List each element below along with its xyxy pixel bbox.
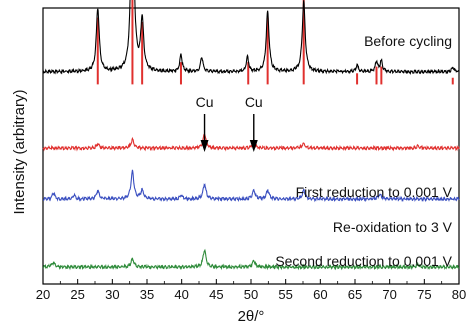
x-tick-label: 40: [174, 287, 188, 302]
series-label: Re-oxidation to 3 V: [333, 219, 453, 235]
series-line: [42, 133, 460, 152]
x-tick-label: 30: [105, 287, 119, 302]
series-group: [42, 0, 460, 271]
annotation-label: Cu: [196, 94, 214, 110]
series-line: [42, 0, 460, 76]
annotations: Cu Cu: [196, 94, 263, 152]
x-tick-label: 80: [452, 287, 466, 302]
x-tick-label: 70: [382, 287, 396, 302]
series-labels: Before cycling First reduction to 0.001 V…: [275, 33, 452, 269]
series-label: Second reduction to 0.001 V: [275, 253, 452, 269]
x-tick-label: 75: [417, 287, 431, 302]
reference-lines: [96, 0, 454, 85]
x-tick-label: 20: [36, 287, 50, 302]
x-tick-label: 60: [313, 287, 327, 302]
x-tick-label: 25: [70, 287, 84, 302]
series-label: Before cycling: [364, 33, 452, 49]
x-tick-label: 45: [209, 287, 223, 302]
x-tick-label: 65: [348, 287, 362, 302]
x-tick-label: 55: [278, 287, 292, 302]
annotation-label: Cu: [245, 94, 263, 110]
x-tick-label: 50: [244, 287, 258, 302]
x-tick-label: 35: [140, 287, 154, 302]
series-line: [42, 169, 460, 203]
x-axis: 20 25 30 35 40 45 50 55 60 65 70 75 80: [36, 279, 466, 302]
y-axis-title: Intensity (arbitrary): [11, 89, 28, 214]
arrow-head: [200, 140, 209, 152]
x-axis-title: 2θ/°: [238, 308, 265, 325]
series-line: [42, 248, 460, 271]
series-label: First reduction to 0.001 V: [296, 184, 453, 200]
arrow-head: [249, 140, 258, 152]
